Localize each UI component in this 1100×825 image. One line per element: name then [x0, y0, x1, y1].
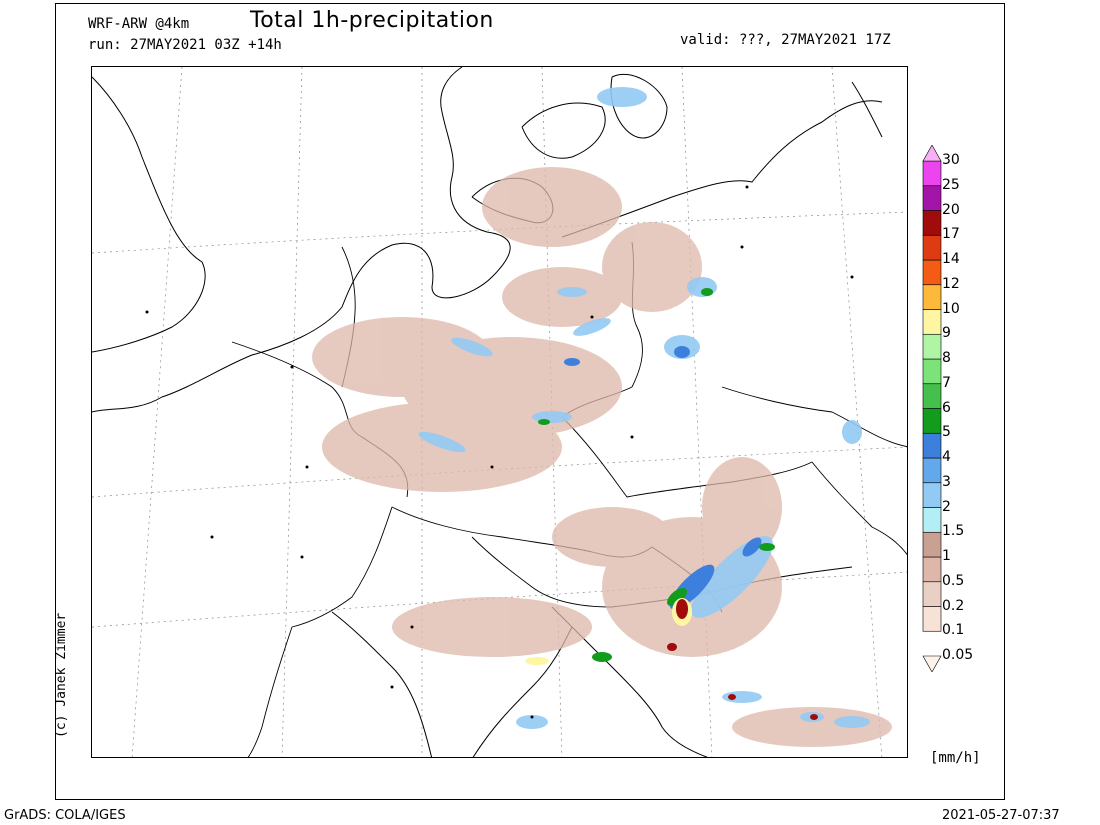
valid-time-label: valid: ???, 27MAY2021 17Z [680, 32, 891, 48]
precipitation-map [91, 66, 908, 758]
legend-swatch [922, 432, 942, 459]
legend-swatch [922, 383, 942, 409]
map-canvas [92, 67, 907, 757]
color-legend [922, 144, 942, 673]
legend-swatch [922, 160, 942, 187]
legend-level-label: 8 [942, 350, 951, 366]
timestamp-label: 2021-05-27-07:37 [942, 808, 1060, 823]
legend-swatch [922, 655, 942, 673]
legend-swatch [922, 556, 942, 583]
legend-level-label: 6 [942, 399, 951, 416]
legend-swatch [922, 507, 942, 533]
legend-level-label: 1.5 [942, 523, 965, 540]
legend-swatch [922, 408, 942, 434]
legend-swatch [922, 581, 942, 607]
legend-level-label: 9 [942, 325, 951, 342]
legend-swatch [922, 358, 942, 385]
city-markers [145, 185, 854, 719]
legend-level-label: 0.05 [942, 647, 974, 663]
model-label: WRF-ARW @4km [88, 16, 190, 32]
legend-swatch [922, 210, 942, 236]
legend-level-label: 0.1 [942, 622, 965, 639]
unit-label: [mm/h] [930, 750, 981, 766]
legend-swatch [922, 185, 942, 211]
legend-level-label: 7 [942, 374, 951, 391]
legend-swatch [922, 144, 942, 162]
legend-level-label: 4 [942, 449, 951, 465]
legend-swatch [922, 457, 942, 484]
legend-swatch [922, 234, 942, 261]
legend-swatch [922, 333, 942, 360]
legend-level-label: 12 [942, 275, 960, 292]
legend-level-label: 0.5 [942, 572, 965, 589]
legend-swatch [922, 482, 942, 508]
legend-level-label: 14 [942, 251, 960, 267]
legend-swatch [922, 284, 942, 310]
legend-level-label: 5 [942, 424, 951, 441]
legend-swatch [922, 309, 942, 335]
legend-level-label: 20 [942, 201, 960, 218]
legend-level-label: 17 [942, 226, 960, 243]
legend-level-label: 3 [942, 473, 951, 490]
run-label: run: 27MAY2021 03Z +14h [88, 37, 282, 53]
legend-level-label: 25 [942, 176, 960, 193]
credit-label: (c) Janek Zimmer [54, 612, 69, 738]
legend-swatch [922, 531, 942, 558]
legend-level-label: 10 [942, 300, 960, 317]
software-label: GrADS: COLA/IGES [4, 808, 126, 823]
legend-swatch [922, 606, 942, 632]
legend-colorbar [922, 144, 942, 673]
figure-frame [55, 3, 1005, 800]
legend-level-label: 0.2 [942, 597, 965, 614]
precipitation-field [312, 87, 892, 747]
legend-level-label: 2 [942, 498, 951, 515]
chart-title: Total 1h-precipitation [250, 8, 494, 33]
legend-swatch [922, 259, 942, 286]
legend-level-label: 30 [942, 152, 960, 168]
legend-level-label: 1 [942, 548, 951, 564]
